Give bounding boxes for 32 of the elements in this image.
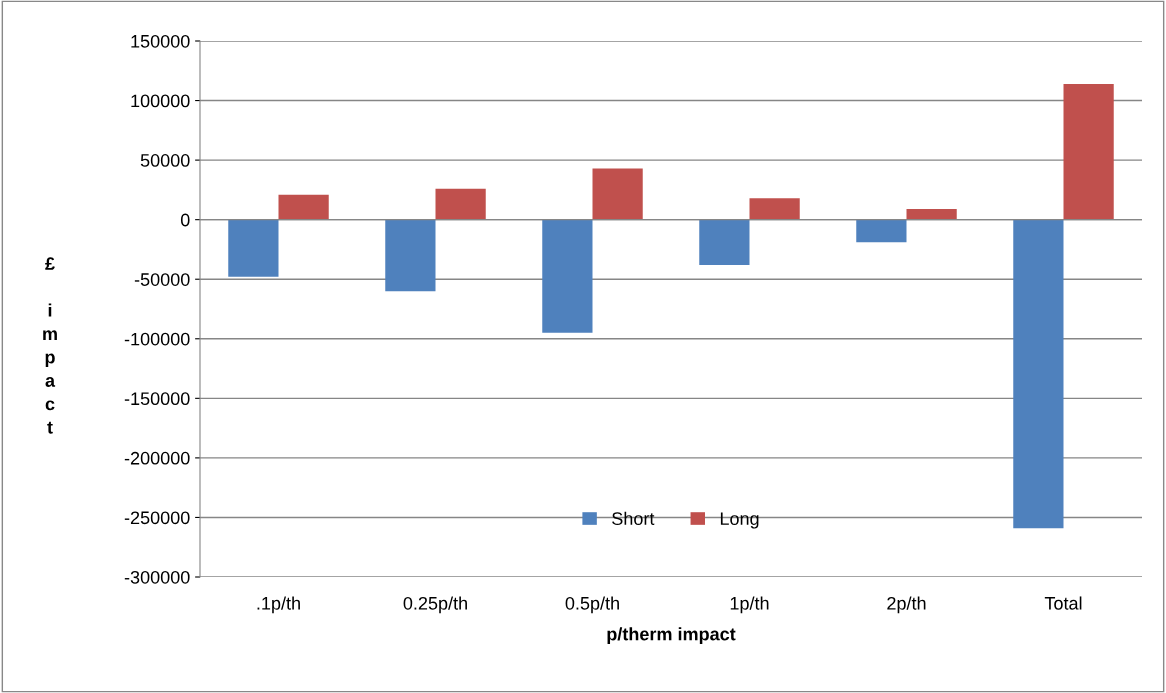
y-tick-label: -250000 [124,511,190,525]
x-tick-label: .1p/th [257,596,300,614]
bar [228,219,279,277]
y-tick-label: -100000 [124,332,190,346]
bar [906,208,957,220]
bar [435,188,486,220]
bar [1013,219,1064,529]
bar [278,194,329,220]
bar [385,219,436,292]
x-axis-title: p/therm impact [607,627,736,644]
y-tick-label: -50000 [134,273,190,286]
x-tick-label: 2p/th [887,596,926,614]
bar [856,219,907,243]
bar [542,219,593,333]
x-tick-label: Total [1044,596,1082,610]
x-tick-label: 0.5p/th [565,596,619,614]
bar [749,198,800,220]
x-tick-label: 0.25p/th [403,596,467,614]
bar [699,219,750,265]
bar [592,168,643,220]
x-tick-label: 1p/th [730,596,769,614]
y-tick-label: 150000 [131,34,190,48]
legend-label: Long [720,512,759,529]
y-tick-label: 100000 [131,94,190,108]
y-tick-label: 50000 [140,154,190,167]
y-tick-label: -150000 [124,392,190,406]
y-tick-label: -300000 [124,570,190,584]
text: £ impact [43,257,57,434]
y-tick-label: 0 [180,213,190,227]
bar [1063,83,1114,220]
y-tick-label: -200000 [124,451,190,465]
legend-label: Short [612,511,655,526]
